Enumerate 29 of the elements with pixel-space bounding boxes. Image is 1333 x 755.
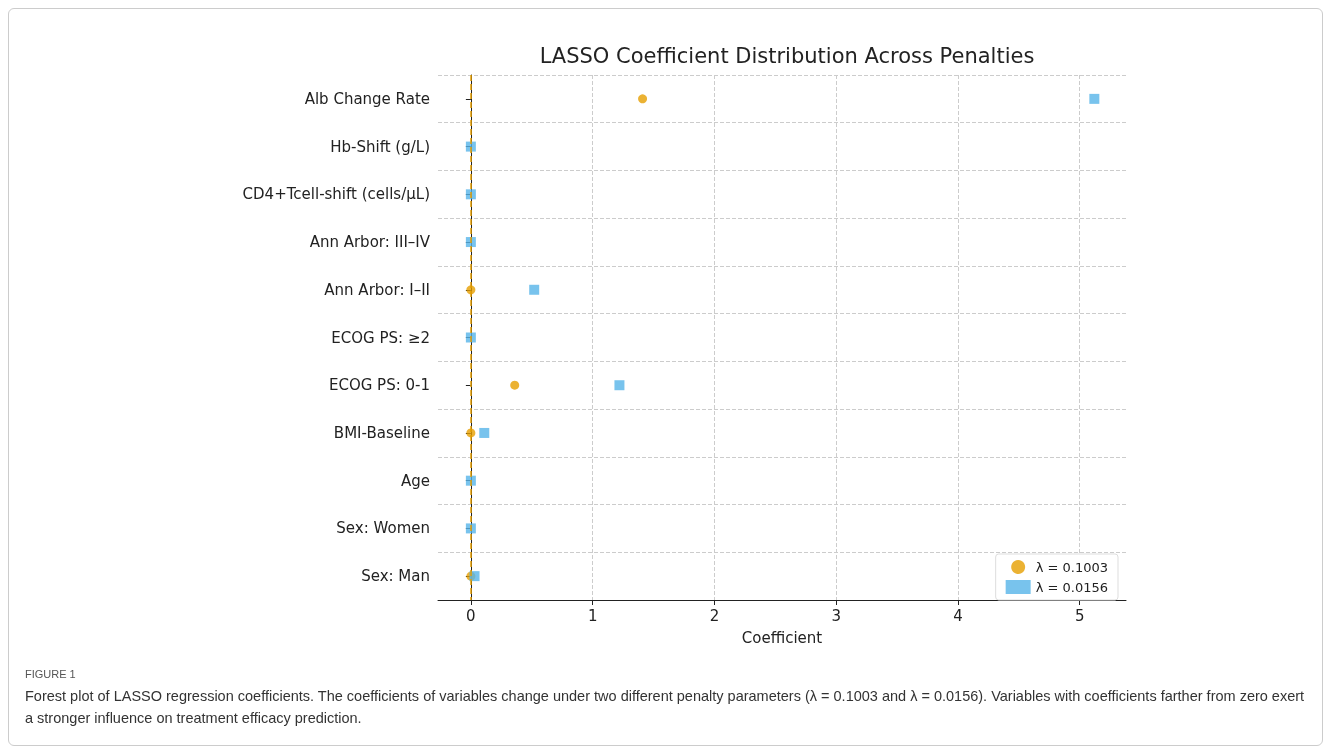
x-tick-label: 1: [587, 606, 598, 625]
y-tick-label: Alb Change Rate: [304, 89, 430, 108]
point: [614, 380, 625, 391]
y-tick-label: Age: [400, 471, 430, 490]
x-tick-label: 3: [831, 606, 841, 625]
point: [529, 284, 540, 295]
y-tick-label: CD4+Tcell-shift (cells/μL): [242, 185, 430, 204]
y-tick-label: Ann Arbor: III–IV: [309, 233, 431, 252]
point: [479, 427, 490, 438]
x-axis-title: Coefficient: [741, 628, 823, 647]
y-tick-label: Sex: Women: [336, 519, 430, 538]
x-tick-label: 0: [466, 606, 476, 625]
point: [1089, 93, 1100, 104]
y-tick-label: Ann Arbor: I–II: [324, 280, 430, 299]
y-tick-label: BMI-Baseline: [333, 423, 430, 442]
y-tick-label: ECOG PS: ≥2: [331, 328, 430, 347]
y-tick-label: Hb-Shift (g/L): [330, 137, 430, 156]
text: Forest plot of LASSO regression coefficients. The coefficients of variables change under two different penalty parameters (λ = 0.1003 and λ = 0.0156). Variables with coefficients farther from zero exert a stronger influence on treatment efficacy prediction.: [25, 687, 1305, 728]
chart-title: LASSO Coefficient Distribution Across Penalties: [539, 43, 1035, 68]
legend-label: λ = 0.1003: [1035, 559, 1109, 575]
point: [510, 380, 520, 390]
x-tick-label: 2: [709, 606, 720, 625]
x-tick-label: 5: [1074, 606, 1085, 625]
caption: FIGURE 1: [25, 668, 76, 680]
y-tick-label: Sex: Man: [361, 567, 430, 586]
x-tick-label: 4: [953, 606, 963, 625]
point: [638, 94, 648, 104]
y-tick-label: ECOG PS: 0-1: [328, 376, 430, 395]
legend-label: λ = 0.0156: [1035, 579, 1109, 595]
